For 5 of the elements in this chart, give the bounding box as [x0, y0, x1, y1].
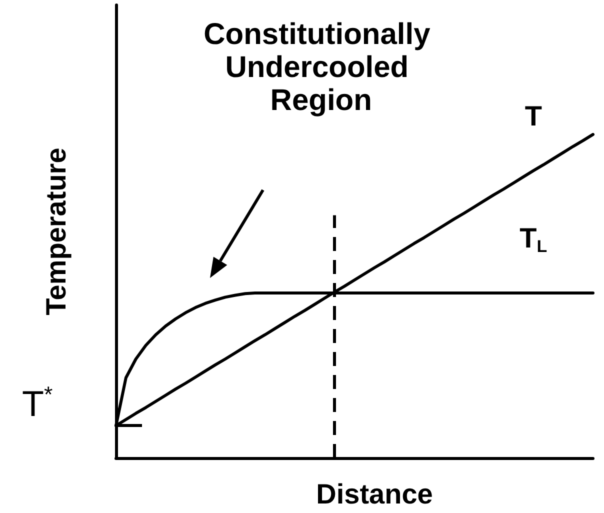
- x-axis-title: Distance: [316, 478, 433, 510]
- text: Constitutionally Undercooled Region: [204, 18, 439, 117]
- text: T: [524, 100, 542, 132]
- text: *: [44, 382, 53, 407]
- y-axis-title: Temperature: [40, 148, 72, 316]
